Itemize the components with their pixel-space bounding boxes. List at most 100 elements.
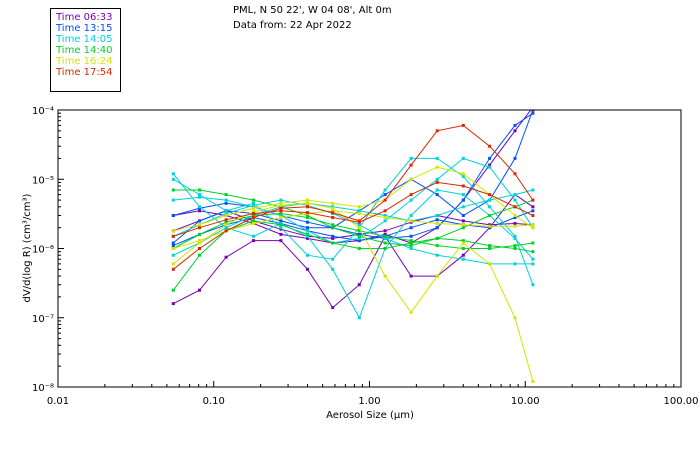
data-point bbox=[224, 212, 228, 215]
data-point bbox=[171, 247, 175, 250]
data-point bbox=[171, 267, 175, 271]
data-point bbox=[279, 212, 283, 215]
data-point bbox=[513, 205, 517, 209]
data-point bbox=[252, 210, 255, 214]
data-point bbox=[531, 214, 535, 217]
data-point bbox=[435, 226, 439, 230]
data-point bbox=[383, 232, 387, 236]
data-point bbox=[513, 198, 517, 202]
data-point bbox=[306, 232, 309, 236]
data-point bbox=[513, 316, 517, 320]
data-point bbox=[252, 206, 255, 210]
data-point bbox=[224, 255, 228, 259]
data-point bbox=[488, 262, 492, 266]
data-point bbox=[488, 244, 492, 248]
data-point bbox=[513, 247, 517, 250]
data-point bbox=[198, 188, 201, 192]
data-point bbox=[488, 214, 492, 217]
data-point bbox=[383, 247, 387, 250]
date-header: Data from: 22 Apr 2022 bbox=[233, 20, 352, 31]
data-point bbox=[306, 253, 309, 257]
data-point bbox=[198, 209, 201, 213]
data-point bbox=[331, 223, 335, 227]
data-point bbox=[531, 111, 535, 115]
data-point bbox=[461, 219, 465, 223]
data-point bbox=[331, 211, 335, 215]
data-point bbox=[306, 229, 309, 233]
data-point bbox=[383, 216, 387, 219]
data-point bbox=[409, 244, 413, 248]
data-point bbox=[531, 106, 534, 109]
data-point bbox=[383, 198, 387, 202]
data-point bbox=[435, 193, 439, 197]
data-point bbox=[171, 302, 175, 306]
data-point bbox=[279, 226, 283, 230]
y-tick-label: 10⁻⁶ bbox=[32, 245, 54, 256]
data-point bbox=[357, 234, 361, 238]
data-point bbox=[461, 174, 465, 178]
data-point bbox=[331, 306, 335, 310]
data-point bbox=[409, 274, 413, 278]
data-point bbox=[409, 193, 413, 197]
data-point bbox=[513, 244, 517, 248]
data-point bbox=[488, 247, 492, 250]
data-point bbox=[383, 236, 387, 240]
data-point bbox=[357, 229, 361, 233]
data-point bbox=[224, 214, 228, 217]
data-point bbox=[513, 222, 517, 225]
data-point bbox=[171, 198, 175, 202]
legend-item-time-1754: Time 17:54 bbox=[56, 67, 113, 78]
y-tick-label: 10⁻⁵ bbox=[32, 175, 54, 186]
data-point bbox=[488, 144, 492, 148]
data-point bbox=[252, 222, 255, 225]
x-tick-label: 100.00 bbox=[664, 396, 699, 407]
data-point bbox=[198, 193, 201, 197]
data-point bbox=[279, 223, 283, 227]
x-tick-label: 0.01 bbox=[47, 396, 69, 407]
data-point bbox=[306, 220, 309, 224]
data-point bbox=[171, 244, 175, 248]
data-point bbox=[198, 232, 201, 236]
data-point bbox=[435, 214, 439, 217]
legend-item-time-1624: Time 16:24 bbox=[56, 56, 113, 67]
data-point bbox=[279, 239, 283, 243]
data-point bbox=[252, 198, 255, 202]
data-point bbox=[461, 156, 465, 160]
data-point bbox=[357, 316, 361, 320]
data-point bbox=[306, 211, 309, 215]
data-point bbox=[435, 274, 439, 278]
data-point bbox=[435, 244, 439, 248]
data-point bbox=[409, 226, 413, 230]
data-point bbox=[252, 216, 255, 219]
data-point bbox=[198, 247, 201, 250]
data-point bbox=[171, 288, 175, 292]
data-point bbox=[171, 214, 175, 217]
data-point bbox=[513, 236, 517, 240]
data-point bbox=[306, 201, 309, 205]
location-header: PML, N 50 22', W 04 08', Alt 0m bbox=[233, 5, 392, 16]
series-18 bbox=[171, 180, 535, 238]
data-point bbox=[357, 205, 361, 209]
data-point bbox=[279, 232, 283, 236]
data-point bbox=[357, 283, 361, 287]
data-point bbox=[198, 226, 201, 230]
data-point bbox=[531, 198, 535, 202]
data-point bbox=[279, 206, 283, 210]
data-point bbox=[252, 214, 255, 217]
data-point bbox=[435, 129, 439, 133]
data-point bbox=[331, 234, 335, 238]
data-point bbox=[171, 234, 175, 238]
data-point bbox=[306, 236, 309, 240]
data-point bbox=[488, 198, 492, 202]
data-point bbox=[409, 239, 413, 243]
data-point bbox=[171, 241, 175, 245]
data-point bbox=[409, 177, 413, 181]
data-point bbox=[224, 229, 228, 233]
data-point bbox=[461, 172, 465, 176]
data-point bbox=[461, 257, 465, 261]
data-point bbox=[435, 177, 439, 181]
data-point bbox=[171, 188, 175, 192]
data-point bbox=[461, 198, 465, 202]
data-point bbox=[461, 193, 465, 197]
